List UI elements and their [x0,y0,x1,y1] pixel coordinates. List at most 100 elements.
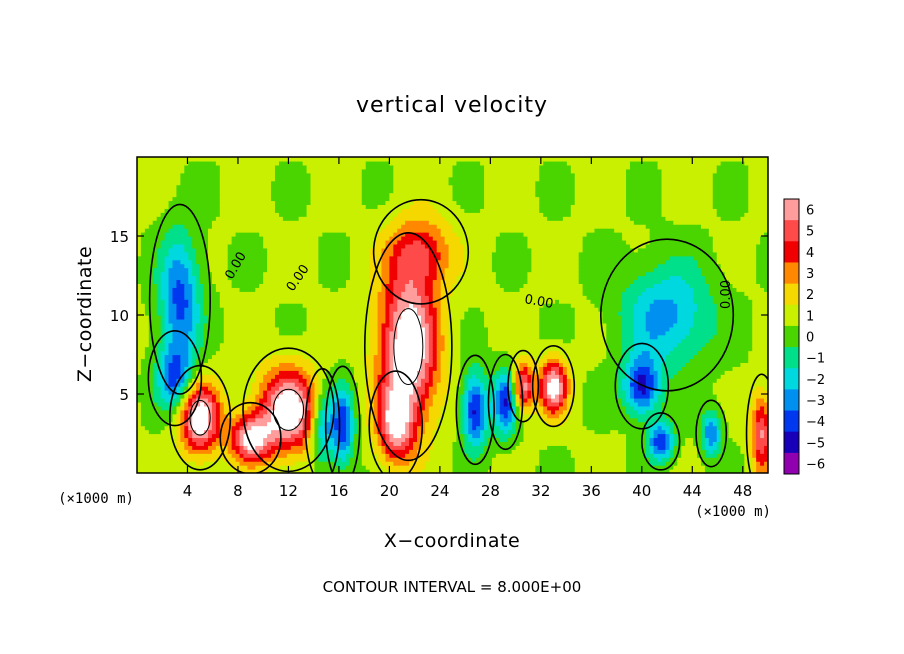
field-cell [204,200,209,205]
field-cell [338,366,343,371]
field-cell [271,453,276,458]
field-cell [334,164,339,170]
field-cell [239,382,245,387]
field-cell [349,160,355,166]
field-cell [267,160,272,166]
field-cell [318,259,323,265]
field-cell [338,232,343,237]
field-cell [369,342,375,348]
field-cell [302,275,308,281]
field-cell [219,461,225,466]
field-cell [302,358,308,363]
field-cell [219,184,225,190]
field-cell [219,287,225,292]
field-cell [180,259,185,265]
field-cell [247,318,252,324]
field-cell [302,168,308,174]
field-cell [361,239,367,245]
field-cell [353,413,359,419]
field-cell [294,228,300,233]
field-cell [259,441,264,446]
field-cell [192,204,197,209]
field-cell [235,236,241,241]
field-cell [357,366,363,371]
field-cell [176,263,181,269]
field-cell [349,180,355,186]
field-cell [164,283,170,288]
field-cell [207,330,213,336]
field-cell [215,386,221,391]
field-cell [338,164,343,170]
field-cell [330,386,335,391]
field-cell [219,469,225,473]
field-cell [168,394,174,399]
field-cell [215,461,221,466]
field-cell [267,382,272,387]
field-cell [192,291,197,296]
field-cell [223,196,229,202]
field-cell [140,303,146,308]
field-cell [275,172,280,178]
field-cell [180,405,185,411]
field-cell [235,196,241,202]
field-cell [172,397,178,403]
field-cell [227,326,233,332]
field-cell [211,168,217,174]
field-cell [172,315,178,320]
field-cell [243,461,249,466]
field-cell [207,192,213,198]
field-cell [204,157,209,162]
field-cell [353,184,359,190]
field-cell [267,295,272,300]
field-cell [176,397,181,403]
field-cell [259,299,264,304]
field-cell [282,350,288,356]
field-cell [156,409,162,415]
field-cell [263,287,268,292]
field-cell [342,184,347,190]
field-cell [243,204,249,209]
field-cell [314,232,320,237]
field-cell [275,330,280,336]
field-cell [137,239,142,245]
field-cell [184,370,189,375]
field-cell [322,465,327,470]
field-cell [180,409,185,415]
field-cell [196,322,201,328]
field-cell [346,263,351,269]
field-cell [144,413,150,419]
field-cell [200,429,205,435]
field-cell [211,366,217,371]
field-cell [322,358,327,363]
field-cell [160,239,166,245]
field-cell [231,346,237,352]
field-cell [176,401,181,407]
field-cell [338,433,343,439]
field-cell [314,168,320,174]
field-cell [259,350,264,356]
field-cell [164,326,170,332]
field-cell [286,445,292,450]
field-cell [330,267,335,273]
field-cell [306,239,312,245]
field-cell [302,180,308,186]
field-cell [200,342,205,348]
field-cell [184,251,189,257]
field-cell [235,164,241,170]
field-cell [275,224,280,229]
field-cell [176,425,181,431]
field-cell [275,401,280,407]
field-cell [144,461,150,466]
field-cell [215,397,221,403]
field-cell [373,378,379,383]
field-cell [235,394,241,399]
field-cell [168,362,174,367]
field-cell [137,263,142,269]
field-cell [282,243,288,249]
field-cell [156,433,162,439]
field-cell [168,243,174,249]
field-cell [204,315,209,320]
field-cell [286,228,292,233]
field-cell [326,279,331,284]
field-cell [294,322,300,328]
